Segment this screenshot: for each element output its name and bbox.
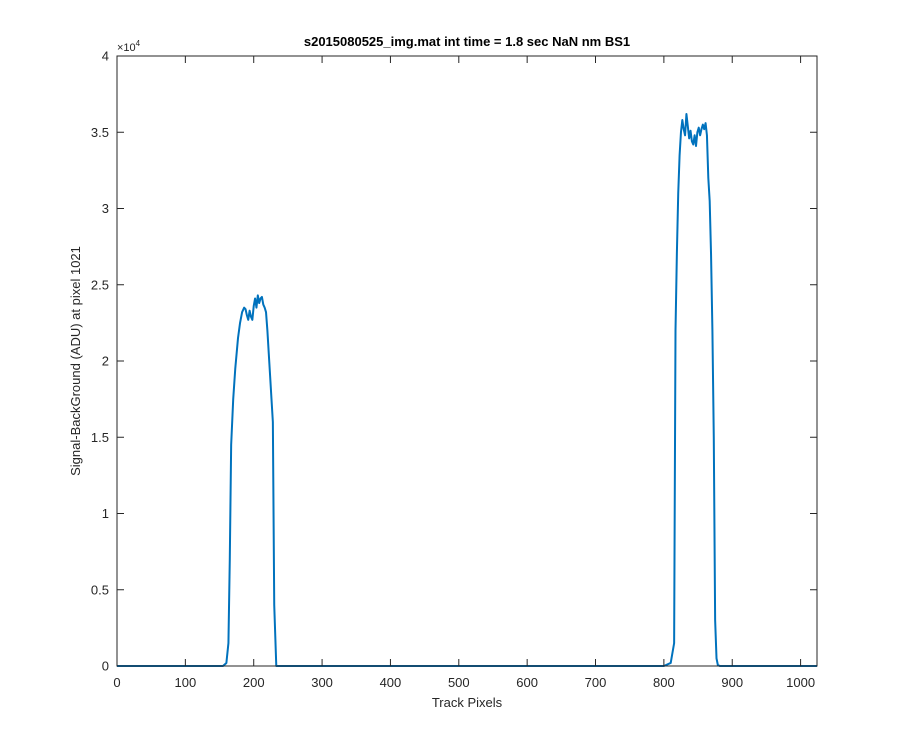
x-tick-label: 1000 bbox=[786, 675, 815, 690]
y-tick-label: 2 bbox=[102, 354, 109, 369]
y-tick-label: 4 bbox=[102, 49, 109, 64]
x-tick-label: 900 bbox=[721, 675, 743, 690]
x-tick-label: 0 bbox=[113, 675, 120, 690]
y-axis-exponent-base: ×10 bbox=[117, 42, 136, 54]
y-tick-label: 0 bbox=[102, 659, 109, 674]
plot-area bbox=[117, 56, 817, 666]
axis-ticks: 0 100 200 300 400 500 600 700 800 900 1000 0 0.5 1 1.5… bbox=[91, 49, 817, 690]
y-tick-label: 3.5 bbox=[91, 125, 109, 140]
x-tick-label: 100 bbox=[175, 675, 197, 690]
x-tick-label: 500 bbox=[448, 675, 470, 690]
y-tick-label: 1 bbox=[102, 506, 109, 521]
x-tick-label: 400 bbox=[380, 675, 402, 690]
x-axis-label: Track Pixels bbox=[432, 695, 503, 710]
y-tick-label: 3 bbox=[102, 201, 109, 216]
plot-frame bbox=[116, 55, 818, 667]
x-tick-label: 700 bbox=[585, 675, 607, 690]
x-tick-label: 300 bbox=[311, 675, 333, 690]
y-axis-label: Signal-BackGround (ADU) at pixel 1021 bbox=[68, 246, 83, 476]
y-axis-exponent-power: 4 bbox=[136, 39, 141, 48]
y-tick-label: 1.5 bbox=[91, 430, 109, 445]
x-tick-label: 600 bbox=[516, 675, 538, 690]
chart-title: s2015080525_img.mat int time = 1.8 sec N… bbox=[304, 34, 630, 49]
x-tick-label: 800 bbox=[653, 675, 675, 690]
y-axis-exponent: ×104 bbox=[117, 39, 141, 54]
y-tick-label: 2.5 bbox=[91, 277, 109, 292]
x-tick-label: 200 bbox=[243, 675, 265, 690]
y-tick-label: 0.5 bbox=[91, 582, 109, 597]
